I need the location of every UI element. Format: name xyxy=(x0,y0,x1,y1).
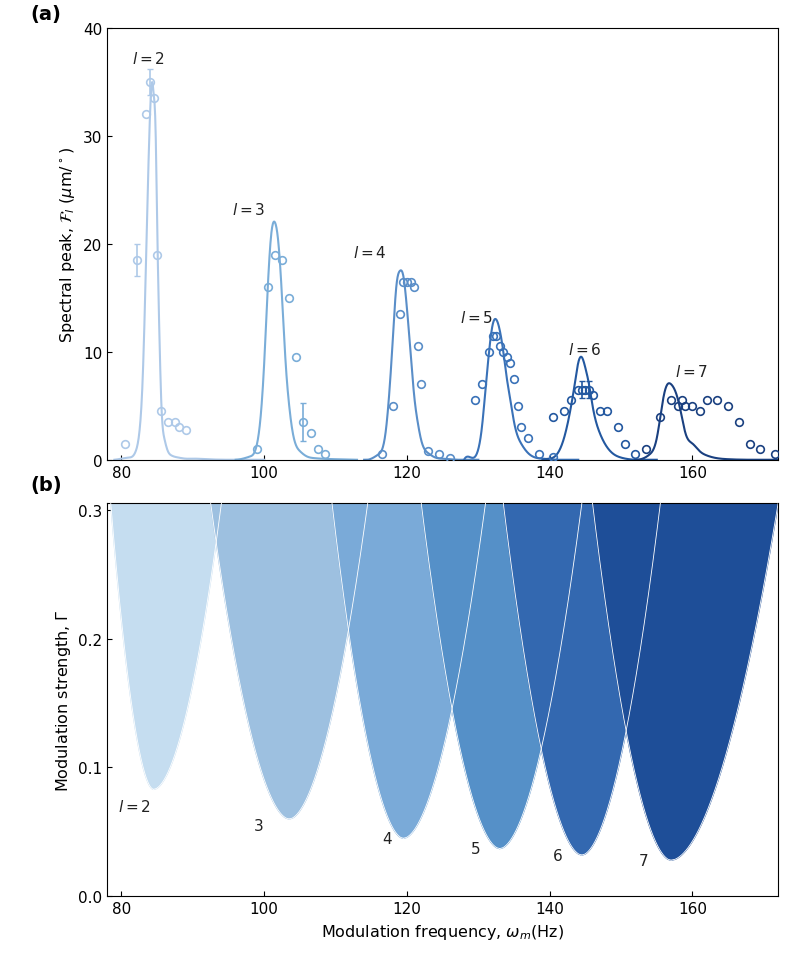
Polygon shape xyxy=(110,504,222,790)
Polygon shape xyxy=(592,504,778,860)
Text: 5: 5 xyxy=(471,841,481,857)
Text: $l = 2$: $l = 2$ xyxy=(118,798,151,814)
Polygon shape xyxy=(210,504,368,819)
Text: 7: 7 xyxy=(639,853,649,868)
Polygon shape xyxy=(332,504,485,838)
Y-axis label: Spectral peak, $\mathcal{F}_l$ ($\mu$m/$^\circ$): Spectral peak, $\mathcal{F}_l$ ($\mu$m/$… xyxy=(59,147,77,342)
X-axis label: Modulation frequency, $\omega_m$(Hz): Modulation frequency, $\omega_m$(Hz) xyxy=(321,922,565,941)
Text: 3: 3 xyxy=(253,818,264,833)
Text: $l = 3$: $l = 3$ xyxy=(232,202,265,217)
Y-axis label: Modulation strength, $\Gamma$: Modulation strength, $\Gamma$ xyxy=(53,609,72,792)
Text: 6: 6 xyxy=(553,848,563,862)
Text: $l = 4$: $l = 4$ xyxy=(353,245,387,261)
Polygon shape xyxy=(422,504,582,849)
Text: $l = 5$: $l = 5$ xyxy=(461,309,494,326)
Text: $l = 7$: $l = 7$ xyxy=(675,363,708,379)
Text: (b): (b) xyxy=(30,475,62,494)
Text: (a): (a) xyxy=(30,6,61,24)
Text: $l = 6$: $l = 6$ xyxy=(568,342,601,358)
Polygon shape xyxy=(503,504,661,856)
Text: $l = 2$: $l = 2$ xyxy=(132,50,165,67)
Text: 4: 4 xyxy=(382,831,391,846)
